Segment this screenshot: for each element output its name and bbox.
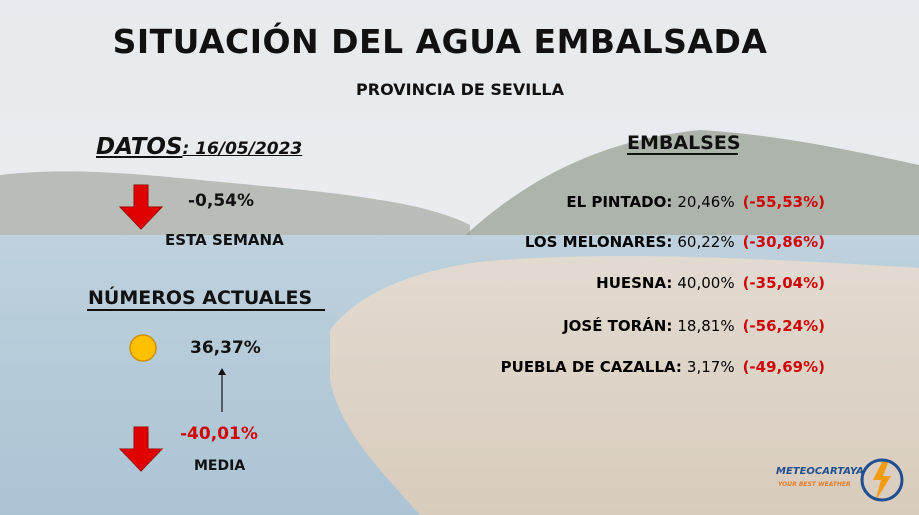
reservoir-row: HUESNA: 40,00% (-35,04%) xyxy=(596,274,825,292)
logo-ring xyxy=(860,458,904,502)
reservoir-level: 60,22% xyxy=(677,233,735,251)
down-arrow xyxy=(118,184,164,230)
subtitle: PROVINCIA DE SEVILLA xyxy=(356,80,564,99)
reservoir-change: (-30,86%) xyxy=(742,233,825,251)
reservoir-name: JOSÉ TORÁN: xyxy=(563,317,673,335)
reservoir-name: HUESNA: xyxy=(596,274,673,292)
up-arrow-head xyxy=(218,368,226,375)
reservoir-level: 40,00% xyxy=(677,274,735,292)
vs-average: -40,01% xyxy=(180,424,258,444)
reservoir-name: EL PINTADO: xyxy=(566,193,673,211)
down-arrow xyxy=(118,426,164,472)
reservoir-row: EL PINTADO: 20,46% (-55,53%) xyxy=(566,193,825,211)
section-title: NÚMEROS ACTUALES xyxy=(88,287,313,309)
date-label: DATOS xyxy=(96,134,183,160)
reservoir-change: (-35,04%) xyxy=(742,274,825,292)
reservoir-change: (-55,53%) xyxy=(742,193,825,211)
reservoirs-title: EMBALSES xyxy=(627,132,741,154)
reservoir-row: JOSÉ TORÁN: 18,81% (-56,24%) xyxy=(563,317,825,335)
average-label: MEDIA xyxy=(194,458,246,474)
current-level: 36,37% xyxy=(190,338,261,358)
sun-icon xyxy=(129,334,157,362)
weekly-change: -0,54% xyxy=(188,191,255,211)
logo-tagline: YOUR BEST WEATHER xyxy=(778,481,851,488)
reservoir-level: 18,81% xyxy=(677,317,735,335)
date-line: DATOS: 16/05/2023 xyxy=(96,134,302,160)
reservoir-level: 3,17% xyxy=(686,358,735,376)
reservoir-level: 20,46% xyxy=(677,193,735,211)
title: SITUACIÓN DEL AGUA EMBALSADA xyxy=(112,22,768,61)
reservoir-change: (-49,69%) xyxy=(742,358,825,376)
reservoir-row: PUEBLA DE CAZALLA: 3,17% (-49,69%) xyxy=(501,358,825,376)
reservoir-row: LOS MELONARES: 60,22% (-30,86%) xyxy=(525,233,825,251)
date: : 16/05/2023 xyxy=(182,139,303,159)
reservoir-name: PUEBLA DE CAZALLA: xyxy=(500,358,682,376)
logo-bolt xyxy=(873,460,891,502)
logo-name: METEOCARTAYA xyxy=(776,466,864,477)
reservoir-name: LOS MELONARES: xyxy=(524,233,673,251)
weekly-label: ESTA SEMANA xyxy=(165,231,284,249)
reservoir-change: (-56,24%) xyxy=(742,317,825,335)
